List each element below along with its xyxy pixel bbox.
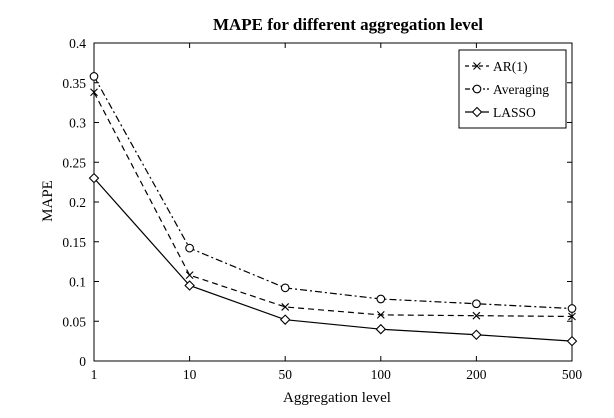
data-point-lasso <box>279 314 291 325</box>
data-point-ar-1 <box>376 311 385 319</box>
series-line-ar-1 <box>93 92 573 318</box>
data-point-averaging <box>280 283 290 293</box>
x-tick-label: 10 <box>183 367 197 382</box>
marker-x-stroke <box>473 62 481 70</box>
data-point-averaging <box>567 304 577 313</box>
legend-label-ar-1: AR(1) <box>493 59 528 74</box>
data-point-lasso <box>184 280 195 291</box>
legend-item-averaging: Averaging <box>465 82 549 97</box>
marker-x-stroke <box>281 303 290 311</box>
legend-marker-averaging <box>472 84 482 94</box>
data-point-averaging <box>376 294 386 304</box>
x-tick-label: 50 <box>278 367 292 382</box>
data-point-ar-1 <box>281 303 290 311</box>
legend-marker-ar-1 <box>473 62 481 70</box>
y-tick-label: 0.15 <box>62 235 86 250</box>
marker-x-stroke <box>185 271 194 280</box>
data-point-ar-1 <box>568 312 576 321</box>
legend-item-ar-1: AR(1) <box>465 59 528 74</box>
data-point-lasso <box>88 172 100 184</box>
marker-x-stroke <box>568 312 576 321</box>
x-axis-label: Aggregation level <box>283 390 391 406</box>
data-point-ar-1 <box>185 271 194 280</box>
data-point-lasso <box>566 335 578 347</box>
marker-x-stroke <box>376 311 385 319</box>
x-tick-label: 1 <box>91 367 98 382</box>
y-tick-label: 0 <box>79 354 86 369</box>
legend-label-lasso: LASSO <box>493 105 536 120</box>
series-averaging <box>89 72 577 313</box>
data-point-averaging <box>185 243 194 253</box>
data-point-ar-1 <box>90 88 98 97</box>
legend-marker-lasso <box>471 106 483 118</box>
y-tick-label: 0.2 <box>69 195 86 210</box>
legend-label-averaging: Averaging <box>493 82 549 97</box>
marker-x-stroke <box>472 311 481 320</box>
data-point-averaging <box>89 72 99 81</box>
x-tick-label: 100 <box>371 367 392 382</box>
x-tick-label: 200 <box>466 367 487 382</box>
series-layer <box>88 72 578 347</box>
y-tick-label: 0.35 <box>62 76 86 91</box>
y-tick-label: 0.05 <box>62 314 86 329</box>
legend: AR(1) Averaging LASSO <box>458 49 567 129</box>
y-tick-label: 0.4 <box>69 36 86 51</box>
y-axis-label: MAPE <box>40 180 56 222</box>
y-tick-label: 0.1 <box>69 275 86 290</box>
y-tick-label: 0.25 <box>62 155 86 170</box>
series-line-lasso <box>93 177 573 342</box>
data-point-lasso <box>471 329 482 341</box>
data-point-ar-1 <box>472 311 481 320</box>
marker-x-stroke <box>90 88 98 97</box>
data-point-averaging <box>472 299 481 309</box>
chart-title: MAPE for different aggregation level <box>213 15 483 34</box>
series-ar-1 <box>90 88 576 321</box>
y-tick-label: 0.3 <box>69 116 86 131</box>
data-point-lasso <box>375 323 387 335</box>
x-tick-label: 500 <box>562 367 583 382</box>
series-line-averaging <box>93 76 573 310</box>
plot-axes: 0 0.05 0.1 0.15 0.2 0.25 0.3 0.35 0.4 1 10 50 100 200… <box>62 36 582 382</box>
legend-item-lasso: LASSO <box>465 105 536 120</box>
series-lasso <box>88 172 578 347</box>
